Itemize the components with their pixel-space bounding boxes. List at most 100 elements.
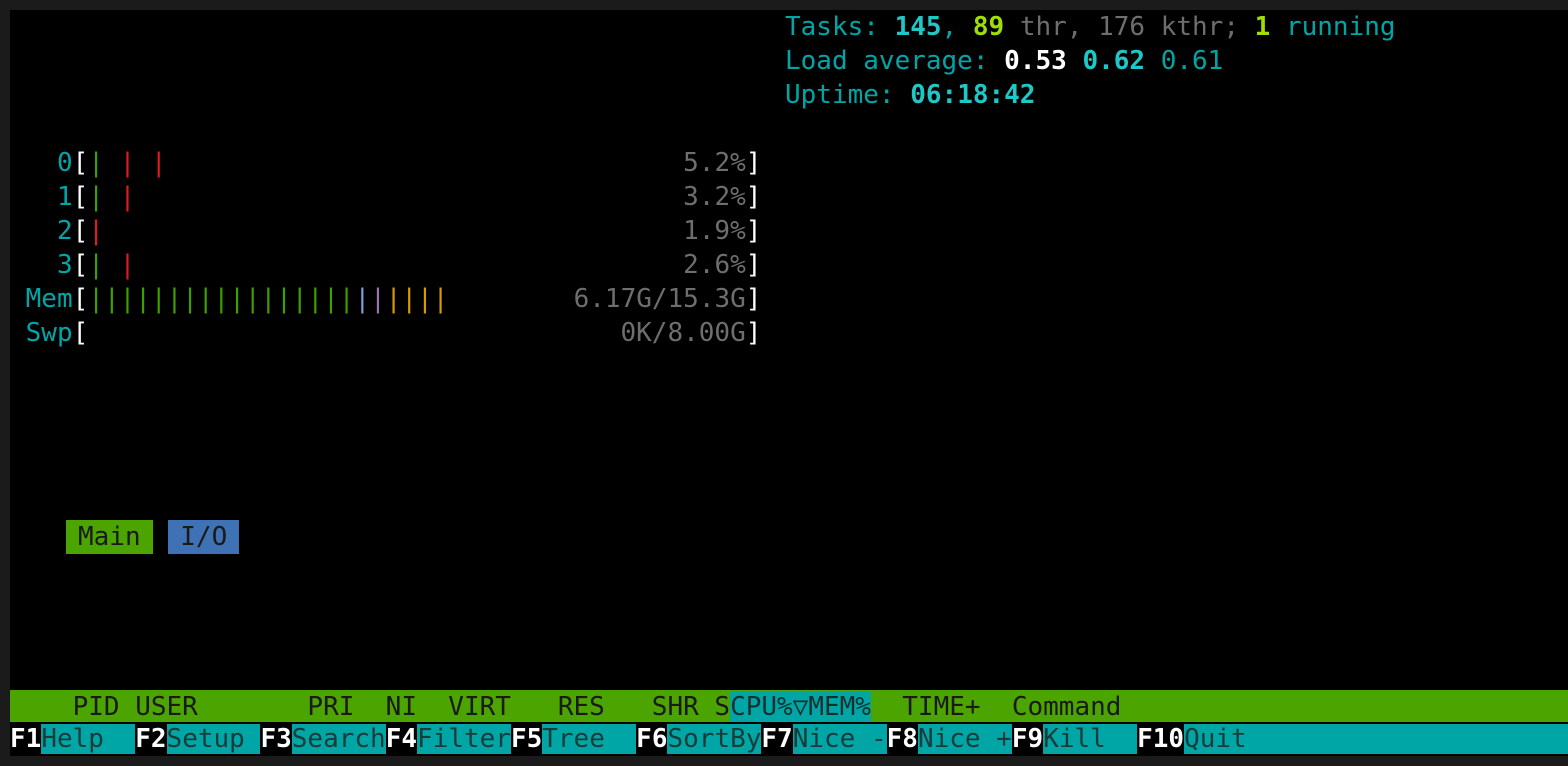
column-header-filler	[1121, 692, 1568, 722]
load-average-line: Load average: 0.53 0.62 0.61	[785, 44, 1396, 78]
uptime-label: Uptime:	[785, 80, 911, 110]
meter-bracket-open: [	[72, 148, 89, 178]
meter-bracket-open: [	[72, 182, 89, 212]
meter-bar-cell: |	[150, 284, 167, 314]
meters-panel: 0[| | | 5.2%] 1[| | 3.2%] 2[| 1.9%] 3[| …	[10, 146, 1568, 384]
column-header-cpu-sorted[interactable]: CPU%▽MEM%	[730, 692, 871, 722]
running-label: running	[1270, 12, 1396, 42]
meter-bar-cell: |	[432, 284, 449, 314]
cpu-meter-value: 1.9%	[463, 216, 746, 246]
tasks-label: Tasks:	[785, 12, 895, 42]
meter-bar-cell: |	[260, 284, 277, 314]
column-headers-right[interactable]: TIME+ Command	[870, 692, 1122, 722]
fnkey-label-quit[interactable]: Quit	[1184, 724, 1278, 754]
meter-bar-cell: |	[276, 284, 292, 314]
system-summary: Tasks: 145, 89 thr, 176 kthr; 1 running L…	[785, 10, 1396, 112]
fnkey-f2[interactable]: F2	[135, 724, 167, 754]
meter-bar-cell: |	[385, 284, 402, 314]
swap-meter: Swp[ 0K/8.00G]	[10, 316, 1568, 350]
swap-meter-value: 0K/8.00G	[463, 318, 746, 348]
meter-bracket-close: ]	[745, 216, 762, 246]
cpu-meter-3: 3[| | 2.6%]	[10, 248, 1568, 282]
meter-bar-cell: |	[197, 284, 214, 314]
meter-bracket-close: ]	[745, 250, 762, 280]
uptime-value: 06:18:42	[910, 80, 1036, 110]
tab-bar[interactable]: Main I/O	[10, 520, 1568, 554]
meter-bracket-open: [	[72, 216, 89, 246]
fnkey-label-setup[interactable]: Setup	[166, 724, 261, 754]
fnkey-f9[interactable]: F9	[1011, 724, 1044, 754]
meter-bar-cell: |	[244, 284, 261, 314]
meter-bracket-close: ]	[745, 148, 762, 178]
function-key-bar[interactable]: F1Help F2Setup F3SearchF4FilterF5Tree F6…	[10, 722, 1568, 756]
cpu-meter-2: 2[| 1.9%]	[10, 214, 1568, 248]
fnkey-f7[interactable]: F7	[761, 724, 793, 754]
meter-bar-cell: |	[213, 284, 230, 314]
cpu-meter-0: 0[| | | 5.2%]	[10, 146, 1568, 180]
cpu-meter-value: 5.2%	[463, 148, 746, 178]
tasks-total: 145	[894, 12, 942, 42]
uptime-line: Uptime: 06:18:42	[785, 78, 1396, 112]
process-table-header[interactable]: PID USER PRI NI VIRT RES SHR SCPU%▽MEM% …	[10, 690, 1568, 724]
tab-main[interactable]: Main	[66, 520, 153, 554]
tasks-line: Tasks: 145, 89 thr, 176 kthr; 1 running	[785, 10, 1396, 44]
meter-bar-cell: |	[119, 182, 136, 212]
swap-meter-label: Swp	[25, 318, 73, 348]
meter-bar-cell: |	[338, 284, 355, 314]
meter-bar-cell: |	[103, 284, 120, 314]
fnkey-label-nice-[interactable]: Nice +	[917, 724, 1012, 754]
meter-spacer	[10, 350, 1568, 384]
fnkey-label-tree[interactable]: Tree	[542, 724, 637, 754]
fnkey-f3[interactable]: F3	[260, 724, 292, 754]
fnkey-f8[interactable]: F8	[886, 724, 918, 754]
fnkey-label-kill[interactable]: Kill	[1043, 724, 1138, 754]
meter-bar-cell: |	[119, 148, 136, 178]
meter-bar-cell: |	[150, 148, 167, 178]
memory-meter-value: 6.17G/15.3G	[464, 284, 746, 314]
meter-bar-cell: |	[88, 182, 104, 212]
tab-i-o[interactable]: I/O	[168, 520, 240, 554]
meter-bar-cell: |	[370, 284, 386, 314]
load-avg-1min: 0.53	[1004, 46, 1067, 76]
meter-bar-cell: |	[401, 284, 418, 314]
kthread-label: kthr;	[1145, 12, 1255, 42]
meter-bracket-open: [	[72, 284, 89, 314]
meter-bar-cell: |	[182, 284, 198, 314]
fnkey-label-nice-[interactable]: Nice -	[792, 724, 887, 754]
fnkey-f1[interactable]: F1	[10, 724, 42, 754]
meter-bar-cell: |	[119, 250, 136, 280]
meter-bracket-close: ]	[745, 318, 762, 348]
meter-bracket-open: [	[72, 318, 89, 348]
column-headers-left[interactable]: PID USER PRI NI VIRT RES SHR S	[10, 692, 731, 722]
cpu-meter-label: 1	[56, 182, 73, 212]
thread-count: 89	[972, 12, 1005, 42]
fnkey-f10[interactable]: F10	[1137, 724, 1185, 754]
fnkey-f6[interactable]: F6	[636, 724, 668, 754]
fnkey-label-filter[interactable]: Filter	[417, 724, 511, 754]
kthread-count: 176	[1098, 12, 1146, 42]
fnkey-f5[interactable]: F5	[510, 724, 543, 754]
cpu-meter-label: 2	[56, 216, 73, 246]
load-avg-15min: 0.61	[1160, 46, 1224, 76]
meter-bracket-close: ]	[745, 182, 762, 212]
fnkey-label-sortby[interactable]: SortBy	[667, 724, 762, 754]
fnkey-f4[interactable]: F4	[385, 724, 418, 754]
tab-gap	[153, 522, 169, 552]
fnkey-label-search[interactable]: Search	[291, 724, 386, 754]
cpu-meter-label: 3	[56, 250, 73, 280]
thread-label: thr,	[1004, 12, 1099, 42]
meter-bar-cell: |	[307, 284, 324, 314]
meter-bar-cell: |	[229, 284, 245, 314]
meter-bar-cell: |	[88, 284, 104, 314]
cpu-meter-1: 1[| | 3.2%]	[10, 180, 1568, 214]
tasks-comma: ,	[941, 12, 973, 42]
running-count: 1	[1254, 12, 1271, 42]
terminal-window: 0[| | | 5.2%] 1[| | 3.2%] 2[| 1.9%] 3[| …	[10, 10, 1568, 756]
memory-meter-label: Mem	[25, 284, 73, 314]
meter-bar-cell: |	[135, 284, 151, 314]
meter-bar-cell: |	[291, 284, 308, 314]
meter-bar-cell: |	[88, 216, 104, 246]
cpu-meter-label: 0	[56, 148, 73, 178]
cpu-meter-value: 2.6%	[463, 250, 746, 280]
fnkey-label-help[interactable]: Help	[41, 724, 136, 754]
